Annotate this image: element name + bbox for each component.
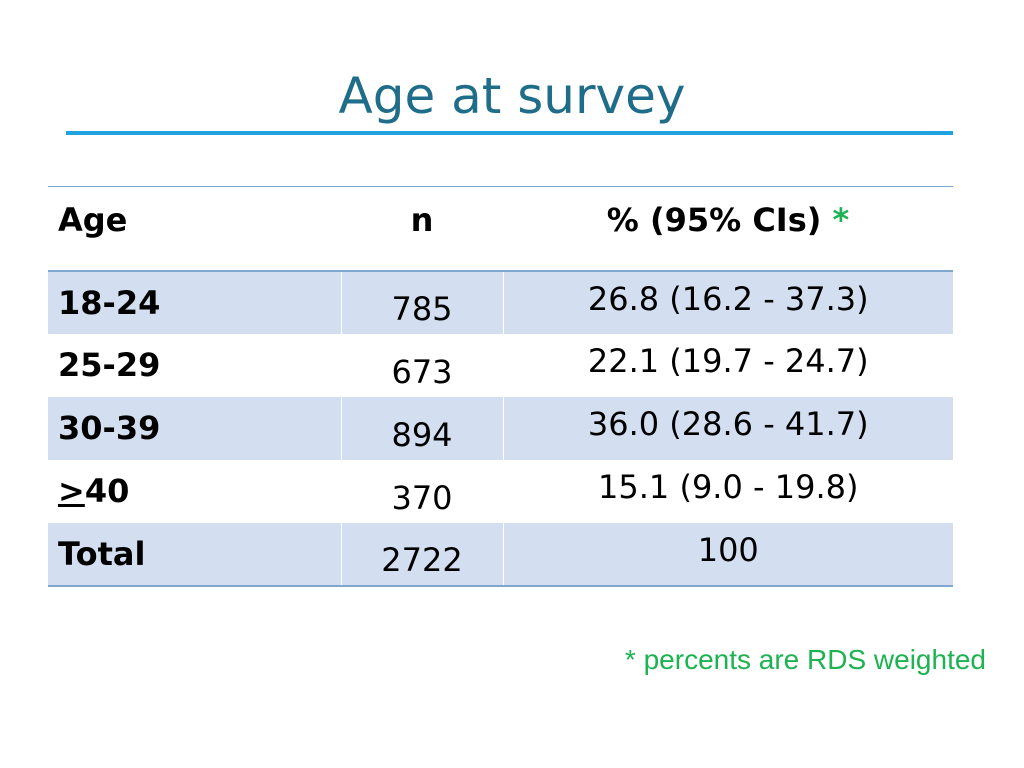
n-cell: 370 bbox=[340, 459, 504, 523]
n-cell: 673 bbox=[340, 333, 504, 397]
age-cell: >40 bbox=[48, 460, 341, 523]
age-cell: 18-24 bbox=[48, 270, 341, 334]
age-table: Age n % (95% CIs) * 18-24 785 26.8 (16.2… bbox=[48, 186, 953, 587]
percent-cell: 22.1 (19.7 - 24.7) bbox=[587, 341, 869, 380]
table-row-total: Total 2722 100 bbox=[48, 522, 953, 587]
percent-cell: 15.1 (9.0 - 19.8) bbox=[598, 467, 859, 506]
n-cell: 894 bbox=[340, 396, 504, 460]
title-underline bbox=[66, 131, 953, 135]
age-suffix: 40 bbox=[84, 471, 130, 510]
header-percent-label: % (95% CIs) bbox=[606, 201, 822, 239]
table-row: 18-24 785 26.8 (16.2 - 37.3) bbox=[48, 270, 953, 334]
header-percent: % (95% CIs) * bbox=[503, 186, 953, 272]
percent-cell: 26.8 (16.2 - 37.3) bbox=[503, 270, 953, 334]
percent-cell: 100 bbox=[503, 522, 953, 587]
header-age: Age bbox=[48, 186, 341, 272]
header-asterisk: * bbox=[832, 201, 850, 239]
age-cell: 25-29 bbox=[58, 345, 161, 384]
table-row: 30-39 894 36.0 (28.6 - 41.7) bbox=[48, 396, 953, 460]
percent-cell: 36.0 (28.6 - 41.7) bbox=[503, 396, 953, 460]
slide-title: Age at survey bbox=[338, 67, 686, 125]
table-header-row: Age n % (95% CIs) * bbox=[48, 186, 953, 272]
age-prefix: > bbox=[58, 471, 85, 510]
footnote: * percents are RDS weighted bbox=[624, 644, 986, 675]
age-cell: 30-39 bbox=[48, 396, 341, 460]
n-cell: 2722 bbox=[340, 522, 504, 587]
age-cell: Total bbox=[48, 522, 341, 587]
table-row: 25-29 673 22.1 (19.7 - 24.7) bbox=[48, 333, 953, 397]
table-row: >40 370 15.1 (9.0 - 19.8) bbox=[48, 459, 953, 523]
header-n: n bbox=[341, 186, 503, 272]
n-cell: 785 bbox=[340, 270, 504, 334]
